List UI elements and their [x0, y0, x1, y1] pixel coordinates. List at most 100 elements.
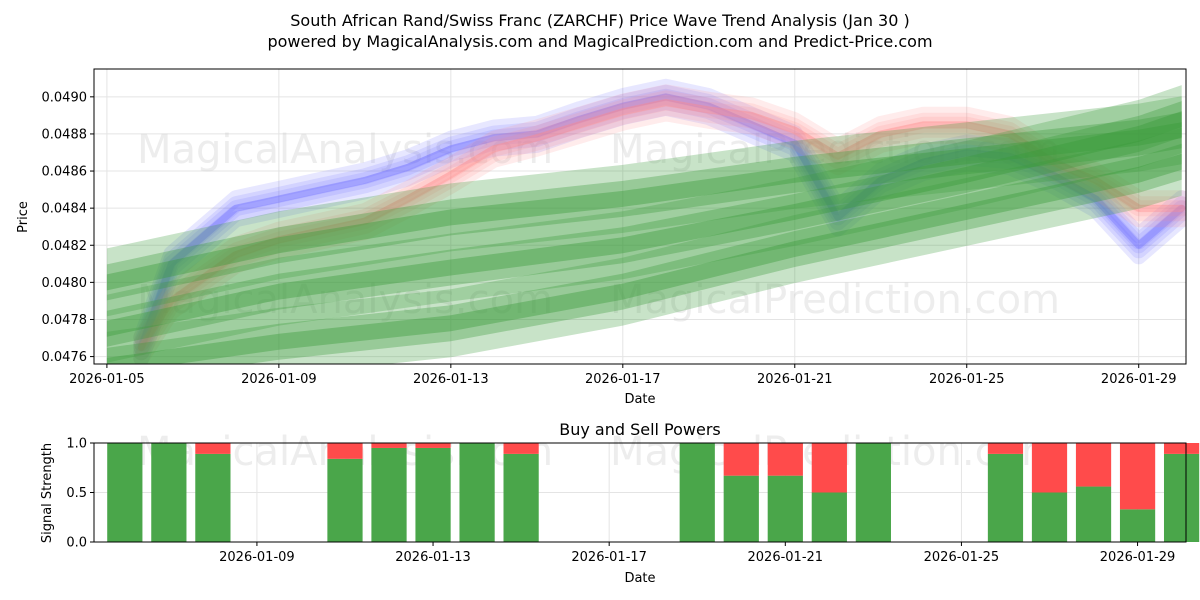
sell-bar [987, 443, 1024, 454]
buy-bar [195, 453, 231, 542]
buy-bar [1031, 492, 1068, 542]
buy-bar [151, 443, 187, 542]
bar-chart-title: Buy and Sell Powers [559, 420, 721, 439]
watermark-magicalprediction-2: MagicalPrediction.com [610, 277, 1060, 323]
buy-bar [811, 492, 847, 542]
blue-wave-stroke [133, 93, 1186, 361]
buy-bar [679, 443, 715, 542]
price-x-tick-label: 2026-01-13 [413, 372, 489, 387]
watermark-magicalanalysis-2: MagicalAnalysis.com [137, 277, 553, 323]
price-y-tick-label: 0.0486 [42, 165, 88, 180]
bar-x-tick-label: 2026-01-17 [571, 550, 647, 565]
green-trend-2-band [106, 101, 1182, 347]
sell-bar [1031, 443, 1068, 493]
figure-title-line2: powered by MagicalAnalysis.com and Magic… [267, 32, 932, 51]
price-y-tick-label: 0.0484 [42, 202, 88, 217]
bar-x-tick-label: 2026-01-13 [395, 550, 471, 565]
bar-y-ticks: 0.0 0.5 1.0 [66, 437, 94, 551]
sell-bar [327, 443, 363, 459]
bar-x-tick-label: 2026-01-29 [1100, 550, 1176, 565]
buy-bar [855, 443, 891, 542]
price-y-tick-label: 0.0476 [42, 350, 88, 365]
buy-bar [1163, 453, 1200, 542]
buy-bar [415, 447, 451, 542]
sell-bar [371, 443, 407, 448]
sell-bar [1163, 443, 1200, 454]
figure-title-line1: South African Rand/Swiss Franc (ZARCHF) … [290, 11, 909, 30]
blue-wave-stroke [133, 78, 1186, 346]
sell-bar [811, 443, 847, 493]
bar-x-ticks: 2026-01-09 2026-01-13 2026-01-17 2026-01-21… [219, 542, 1175, 565]
buy-bar [1075, 486, 1112, 542]
green-trend-2-band [106, 85, 1182, 363]
price-x-tick-label: 2026-01-09 [241, 372, 317, 387]
price-series-layer [106, 78, 1186, 364]
buy-sell-chart: Buy and Sell Powers MagicalAnalysis.com … [40, 420, 1200, 586]
price-chart: MagicalAnalysis.com MagicalPrediction.co… [16, 68, 1187, 407]
price-y-tick-label: 0.0478 [42, 313, 88, 328]
green-trend-3-band [106, 143, 1182, 364]
green-trend-3-band [106, 127, 1182, 364]
price-x-tick-label: 2026-01-21 [757, 372, 833, 387]
buy-bar [767, 475, 803, 542]
sell-bar [503, 443, 539, 454]
red-wave-line [137, 98, 1186, 351]
buy-bar [371, 447, 407, 542]
price-gridlines [94, 69, 1186, 364]
buy-bar [723, 475, 759, 542]
red-wave-stroke [133, 90, 1186, 352]
price-y-axis-label: Price [16, 201, 31, 233]
watermark-magicalprediction: MagicalPrediction.com [610, 127, 1060, 173]
price-y-tick-label: 0.0488 [42, 127, 88, 142]
sell-bar [1119, 443, 1156, 510]
buy-bar [107, 443, 143, 542]
price-y-ticks: 0.0476 0.0478 0.0480 0.0482 0.0484 0.0486 0.04… [42, 90, 94, 365]
bar-y-tick-label: 0.0 [66, 536, 87, 551]
price-x-axis-label: Date [624, 392, 655, 407]
sell-bar [195, 443, 231, 454]
price-y-tick-label: 0.0480 [42, 276, 88, 291]
price-x-tick-label: 2026-01-25 [929, 372, 1005, 387]
price-plot-frame [93, 68, 1187, 365]
red-wave-stroke [133, 94, 1186, 356]
bar-y-tick-label: 1.0 [66, 437, 87, 452]
price-watermarks: MagicalAnalysis.com MagicalPrediction.co… [137, 127, 1060, 323]
price-y-tick-label: 0.0482 [42, 239, 88, 254]
sell-bar [723, 443, 759, 476]
price-x-ticks: 2026-01-05 2026-01-09 2026-01-13 2026-01-17… [69, 364, 1176, 387]
blue-wave-stroke [133, 99, 1186, 364]
green-trend-1-band [106, 122, 1182, 291]
blue-wave-stroke [133, 84, 1186, 352]
bar-x-tick-label: 2026-01-09 [219, 550, 295, 565]
blue-wave-stroke [133, 88, 1186, 356]
price-series [106, 78, 1186, 364]
bar-x-tick-label: 2026-01-21 [748, 550, 824, 565]
bar-y-tick-label: 0.5 [66, 486, 87, 501]
bar-x-tick-label: 2026-01-25 [924, 550, 1000, 565]
bar-y-axis-label: Signal Strength [40, 443, 55, 543]
buy-bar [1119, 509, 1156, 542]
red-wave-stroke [133, 99, 1186, 361]
price-x-tick-label: 2026-01-29 [1101, 372, 1177, 387]
green-trend-2-band [106, 111, 1182, 337]
red-wave-stroke [133, 84, 1186, 346]
sell-bar [1075, 443, 1112, 487]
watermark-magicalanalysis: MagicalAnalysis.com [137, 127, 553, 173]
bar-x-axis-label: Date [624, 571, 655, 586]
green-trend-1-band [106, 112, 1182, 301]
green-trend-1-band [106, 96, 1182, 317]
buy-bar [503, 453, 539, 542]
red-wave-stroke [133, 105, 1186, 364]
buy-sell-bars [107, 443, 1200, 542]
buy-bar [459, 443, 495, 542]
buy-bar [327, 458, 363, 542]
sell-bar [415, 443, 451, 448]
green-trend-3-band [106, 153, 1182, 364]
price-x-tick-label: 2026-01-05 [69, 372, 145, 387]
buy-bar [987, 453, 1024, 542]
price-y-tick-label: 0.0490 [42, 90, 88, 105]
price-x-tick-label: 2026-01-17 [585, 372, 661, 387]
sell-bar [767, 443, 803, 476]
blue-wave-line [137, 93, 1186, 351]
